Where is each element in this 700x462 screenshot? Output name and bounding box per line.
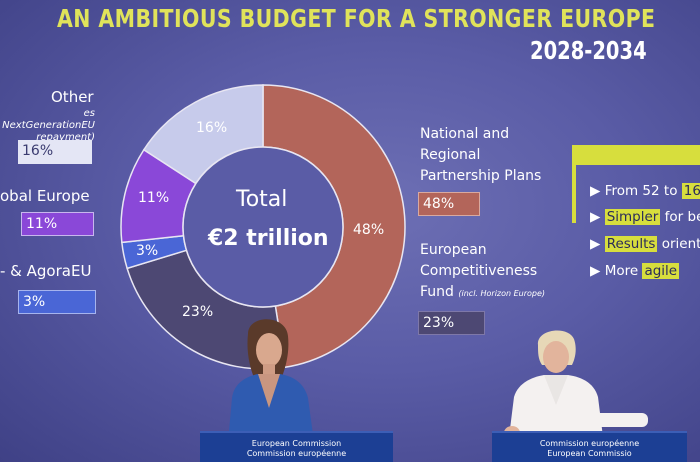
donut-label-agora: 3% (136, 243, 159, 259)
legend-agora-label: - & AgoraEU (0, 262, 92, 280)
legend-other-note: es NextGenerationEU repayment) (2, 108, 95, 143)
bullet-panel-rule (572, 145, 576, 223)
legend-other-label: Other (51, 88, 94, 106)
bullet-panel-header (572, 145, 700, 165)
legend-agora-pct: 3% (18, 290, 96, 314)
legend-national-label: National and Regional Partnership Plans (420, 126, 542, 184)
legend-global-label: obal Europe (0, 187, 90, 205)
slide-title: AN AMBITIOUS BUDGET FOR A STRONGER EUROP… (57, 4, 656, 33)
speaker-left (228, 319, 314, 442)
legend-national-pct: 48% (418, 192, 480, 216)
speaker-right (504, 330, 648, 445)
legend-global-pct: 11% (21, 212, 94, 236)
podium-left: European Commission Commission européenn… (200, 431, 393, 462)
donut-label-global: 11% (138, 190, 170, 206)
legend-other-pct: 16% (18, 140, 92, 164)
budget-donut-chart (120, 84, 406, 370)
donut-center-amount: €2 trillion (208, 226, 329, 251)
bullet-3: ▶ Results oriente (590, 236, 700, 252)
legend-comp-pct: 23% (418, 311, 485, 335)
donut-label-national: 48% (353, 222, 385, 238)
bullet-4: ▶ More agile (590, 263, 680, 279)
donut-label-other: 16% (196, 120, 228, 136)
donut-center (182, 146, 344, 308)
slide-years: 2028-2034 (530, 36, 647, 65)
legend-comp-label: European Competitiveness Fund (incl. Hor… (420, 242, 546, 300)
bullet-2: ▶ Simpler for ber (590, 209, 700, 225)
donut-center-total: Total (236, 187, 288, 212)
donut-label-competitiveness: 23% (182, 304, 214, 320)
bullet-1: ▶ From 52 to 16 (590, 183, 700, 199)
podium-right: Commission européenne European Commissio (492, 431, 687, 462)
